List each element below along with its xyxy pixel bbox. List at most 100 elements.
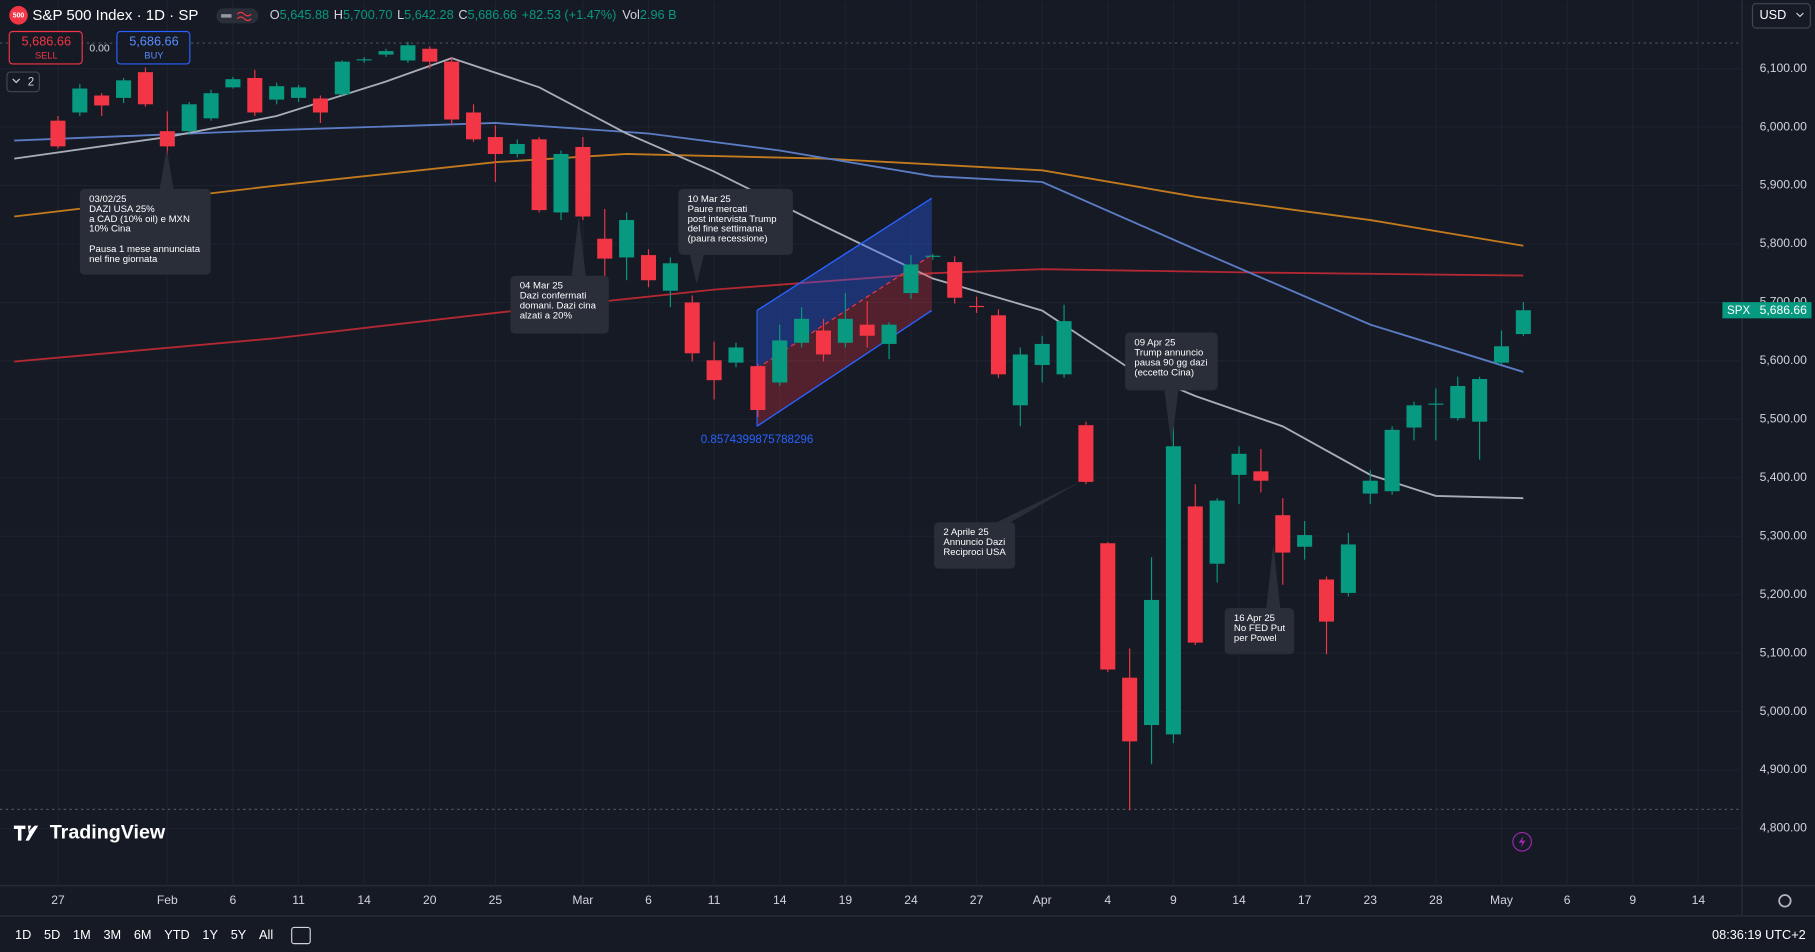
candle-body bbox=[794, 318, 810, 343]
range-button[interactable]: 5Y bbox=[231, 927, 247, 942]
x-tick-label: 24 bbox=[904, 893, 918, 907]
moving-average bbox=[14, 268, 1524, 363]
currency[interactable]: USD bbox=[1759, 7, 1786, 22]
x-tick-label: 11 bbox=[708, 893, 721, 907]
volume-key: Vol bbox=[622, 7, 640, 22]
callout-text: (paura recessione) bbox=[688, 234, 768, 245]
x-tick-label: Feb bbox=[157, 893, 178, 907]
ohlc-key: O bbox=[270, 7, 280, 22]
indicators-count[interactable]: 2 bbox=[28, 77, 34, 89]
channel-bottom bbox=[756, 309, 933, 427]
candle-body bbox=[1100, 543, 1116, 670]
y-tick-label: 5,400.00 bbox=[1760, 470, 1808, 484]
buy-price[interactable]: 5,686.66 bbox=[129, 33, 179, 48]
candle-body bbox=[137, 72, 153, 105]
callout-box bbox=[1224, 607, 1295, 655]
indicators-toggle[interactable] bbox=[6, 71, 40, 93]
candle-body bbox=[815, 330, 831, 355]
y-tick-label: 6,100.00 bbox=[1760, 61, 1808, 75]
spread: 0.00 bbox=[89, 44, 109, 55]
candle-body bbox=[116, 80, 132, 98]
candle-body bbox=[378, 51, 394, 55]
candle-body bbox=[1034, 343, 1050, 365]
x-tick-label: 17 bbox=[1298, 893, 1312, 907]
x-tick-label: 4 bbox=[1104, 893, 1111, 907]
buy-label[interactable]: BUY bbox=[144, 50, 163, 60]
y-tick-label: 4,800.00 bbox=[1760, 821, 1808, 835]
range-button[interactable]: 1D bbox=[15, 927, 31, 942]
indicators-chevron bbox=[12, 78, 21, 84]
callout-text: Dazi confermati bbox=[520, 291, 587, 302]
callout-text: 10% Cina bbox=[89, 224, 131, 235]
range-button[interactable]: All bbox=[259, 927, 273, 942]
ohlc-value: 5,645.88 bbox=[280, 7, 330, 22]
date-range-icon[interactable] bbox=[291, 926, 311, 945]
range-button[interactable]: 6M bbox=[134, 927, 152, 942]
x-tick-label: 20 bbox=[423, 893, 437, 907]
candle-body bbox=[487, 137, 503, 154]
candle-body bbox=[1493, 346, 1510, 363]
candle-body bbox=[553, 153, 569, 213]
candle-body bbox=[750, 366, 766, 410]
buy-button[interactable] bbox=[116, 30, 191, 65]
candle-body bbox=[1428, 403, 1444, 405]
x-tick-label: 14 bbox=[1692, 893, 1706, 907]
callout-text: pausa 90 gg dazi bbox=[1134, 357, 1207, 368]
sell-price[interactable]: 5,686.66 bbox=[22, 33, 72, 48]
alert-icon[interactable] bbox=[1512, 831, 1532, 852]
x-tick-label: 6 bbox=[1564, 893, 1571, 907]
callout-text: Annuncio Dazi bbox=[943, 537, 1005, 548]
symbol-badge bbox=[9, 6, 28, 25]
status-icon bbox=[236, 11, 252, 22]
settings-icon[interactable] bbox=[1778, 894, 1792, 908]
candle-body bbox=[619, 220, 635, 258]
callout-text: post intervista Trump bbox=[688, 214, 777, 225]
callout-text: Trump annuncio bbox=[1134, 347, 1203, 358]
candle-body bbox=[881, 324, 897, 344]
candle-body bbox=[225, 79, 241, 88]
ui: 500 S&P 500 Index · 1D · SP O 5,645.88 H 5,… bbox=[6, 3, 1811, 945]
x-tick-label: 14 bbox=[357, 893, 371, 907]
axes: 4,800.00 4,900.00 5,000.00 5,100.00 5,200.00… bbox=[51, 61, 1812, 907]
x-tick-label: 25 bbox=[489, 893, 503, 907]
candle-body bbox=[1165, 446, 1181, 735]
callout-pointer bbox=[571, 214, 586, 276]
clock: 08:36:19 UTC+2 bbox=[1712, 927, 1806, 942]
candles bbox=[50, 41, 1531, 811]
candle-body bbox=[1012, 354, 1028, 406]
y-tick-label: 5,600.00 bbox=[1760, 353, 1808, 367]
callout-box bbox=[1125, 332, 1218, 391]
ohlc-key: L bbox=[397, 7, 404, 22]
sell-button[interactable] bbox=[8, 30, 83, 65]
candle-body bbox=[1144, 599, 1160, 726]
callout-box bbox=[79, 188, 211, 275]
candle-body bbox=[1231, 453, 1247, 475]
x-tick-label: 28 bbox=[1429, 893, 1443, 907]
y-tick-label: 5,000.00 bbox=[1760, 704, 1808, 718]
symbol-title[interactable]: S&P 500 Index · 1D · SP bbox=[32, 7, 198, 24]
callout-text: del fine settimana bbox=[688, 224, 764, 235]
callout-text: nel fine giornata bbox=[89, 254, 158, 265]
candle-body bbox=[1472, 379, 1488, 422]
status-pill bbox=[216, 8, 259, 24]
y-tick-label: 5,200.00 bbox=[1760, 587, 1808, 601]
range-button[interactable]: 1Y bbox=[202, 927, 218, 942]
range-button[interactable]: 3M bbox=[103, 927, 121, 942]
candle-body bbox=[575, 146, 591, 217]
currency-box[interactable] bbox=[1751, 3, 1811, 29]
x-tick-label: 19 bbox=[839, 893, 853, 907]
callout-box bbox=[934, 522, 1016, 569]
candle-body bbox=[969, 305, 985, 308]
candle-body bbox=[597, 238, 613, 259]
x-tick-label: 14 bbox=[1232, 893, 1246, 907]
range-button[interactable]: 1M bbox=[73, 927, 91, 942]
callout-text: a CAD (10% oil) e MXN bbox=[89, 214, 190, 225]
sell-label[interactable]: SELL bbox=[35, 50, 58, 60]
candle-body bbox=[1515, 310, 1531, 335]
candle-body bbox=[706, 360, 722, 381]
range-button[interactable]: YTD bbox=[164, 927, 189, 942]
range-button[interactable]: 5D bbox=[44, 927, 60, 942]
x-tick-label: 27 bbox=[51, 893, 65, 907]
